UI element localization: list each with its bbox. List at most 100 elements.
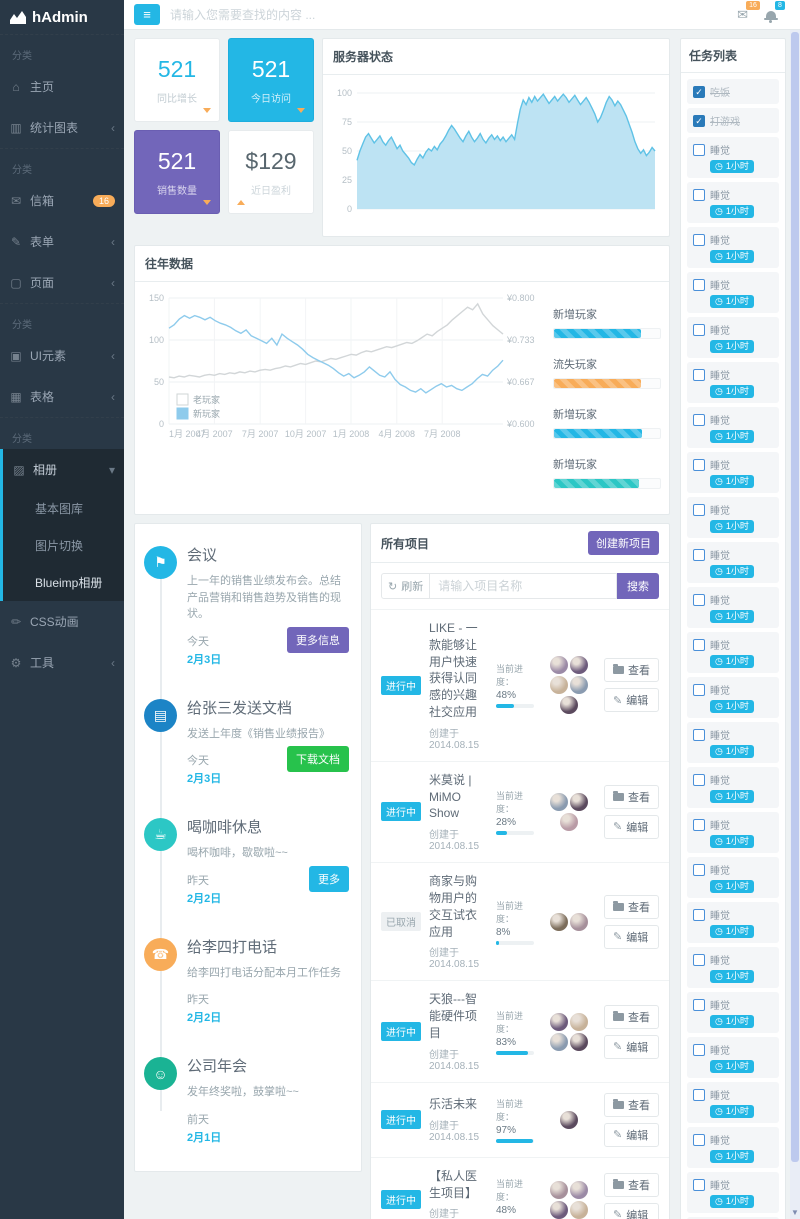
task-item-11[interactable]: 睡觉 ◷ 1小时 xyxy=(687,632,779,673)
timeline-action-button[interactable]: 下载文档 xyxy=(287,746,349,772)
project-search-input[interactable] xyxy=(430,573,617,599)
checkbox-unchecked[interactable] xyxy=(693,908,705,921)
stat-card-2[interactable]: 521 销售数量 xyxy=(134,130,220,214)
checkbox-unchecked[interactable] xyxy=(693,323,705,336)
checkbox-unchecked[interactable] xyxy=(693,233,705,246)
create-project-button[interactable]: 创建新项目 xyxy=(588,531,659,555)
sidebar-item-相册[interactable]: ▨ 相册 ▾ xyxy=(3,449,124,490)
task-item-3[interactable]: 睡觉 ◷ 1小时 xyxy=(687,272,779,313)
task-item-19[interactable]: 睡觉 ◷ 1小时 xyxy=(687,992,779,1033)
checkbox-unchecked[interactable] xyxy=(693,548,705,561)
menu-toggle-button[interactable]: ≡ xyxy=(134,4,160,25)
task-item-8[interactable]: 睡觉 ◷ 1小时 xyxy=(687,497,779,538)
checkbox-unchecked[interactable] xyxy=(693,1043,705,1056)
task-item-20[interactable]: 睡觉 ◷ 1小时 xyxy=(687,1037,779,1078)
edit-button[interactable]: ✎ 编辑 xyxy=(604,1202,659,1219)
task-item-7[interactable]: 睡觉 ◷ 1小时 xyxy=(687,452,779,493)
stat-card-0[interactable]: 521 同比增长 xyxy=(134,38,220,122)
scrollbar-down-arrow[interactable]: ▼ xyxy=(791,1208,799,1217)
stat-card-1[interactable]: 521 今日访问 xyxy=(228,38,314,122)
scrollbar-thumb[interactable] xyxy=(791,32,799,1162)
notifications-button[interactable]: 8 xyxy=(764,1,785,23)
timeline-action-button[interactable]: 更多信息 xyxy=(287,626,349,653)
sidebar-subitem-基本图库[interactable]: 基本图库 xyxy=(35,502,84,516)
checkbox-unchecked[interactable] xyxy=(693,503,705,516)
sidebar-item-主页[interactable]: ⌂ 主页 xyxy=(0,66,124,107)
task-item-6[interactable]: 睡觉 ◷ 1小时 xyxy=(687,407,779,448)
task-item-14[interactable]: 睡觉 ◷ 1小时 xyxy=(687,767,779,808)
task-item-13[interactable]: 睡觉 ◷ 1小时 xyxy=(687,722,779,763)
checkbox-unchecked[interactable] xyxy=(693,953,705,966)
view-button[interactable]: 查看 xyxy=(604,658,659,683)
task-item-15[interactable]: 睡觉 ◷ 1小时 xyxy=(687,812,779,853)
stat-card-3[interactable]: $129 近日盈利 xyxy=(228,130,314,214)
sidebar-item-信箱[interactable]: ✉ 信箱 16 xyxy=(0,180,124,221)
checkbox-unchecked[interactable] xyxy=(693,998,705,1011)
task-item-done-1[interactable]: ✓ 打游戏 xyxy=(687,108,779,133)
sidebar-subitem-Blueimp相册[interactable]: Blueimp相册 xyxy=(35,576,103,590)
sidebar-item-表格[interactable]: ▦ 表格 ‹ xyxy=(0,376,124,417)
checkbox-unchecked[interactable] xyxy=(693,1088,705,1101)
task-item-2[interactable]: 睡觉 ◷ 1小时 xyxy=(687,227,779,268)
checkbox-unchecked[interactable] xyxy=(693,143,705,156)
edit-button[interactable]: ✎ 编辑 xyxy=(604,1034,659,1059)
edit-button[interactable]: ✎ 编辑 xyxy=(604,1122,659,1147)
edit-button[interactable]: ✎ 编辑 xyxy=(604,688,659,713)
view-button[interactable]: 查看 xyxy=(604,784,659,809)
project-search-button[interactable]: 搜索 xyxy=(617,573,659,599)
vertical-scrollbar[interactable]: ▼ xyxy=(790,30,800,1219)
task-item-17[interactable]: 睡觉 ◷ 1小时 xyxy=(687,902,779,943)
view-button[interactable]: 查看 xyxy=(604,894,659,919)
checkbox-unchecked[interactable] xyxy=(693,818,705,831)
checkbox-unchecked[interactable] xyxy=(693,458,705,471)
task-item-5[interactable]: 睡觉 ◷ 1小时 xyxy=(687,362,779,403)
checkbox-unchecked[interactable] xyxy=(693,188,705,201)
checkbox-unchecked[interactable] xyxy=(693,368,705,381)
task-label: 睡觉 xyxy=(710,911,730,922)
checkbox-unchecked[interactable] xyxy=(693,1133,705,1146)
checkbox-unchecked[interactable] xyxy=(693,1178,705,1191)
task-item-22[interactable]: 睡觉 ◷ 1小时 xyxy=(687,1127,779,1168)
timeline-action-button[interactable]: 更多 xyxy=(309,865,349,892)
task-item-4[interactable]: 睡觉 ◷ 1小时 xyxy=(687,317,779,358)
sidebar-subitem-图片切换[interactable]: 图片切换 xyxy=(35,539,84,553)
task-item-18[interactable]: 睡觉 ◷ 1小时 xyxy=(687,947,779,988)
checkbox-unchecked[interactable] xyxy=(693,278,705,291)
logo[interactable]: hAdmin xyxy=(0,0,124,34)
task-item-0[interactable]: 睡觉 ◷ 1小时 xyxy=(687,137,779,178)
sidebar-item-CSS动画[interactable]: ✏ CSS动画 xyxy=(0,601,124,642)
checkbox-checked[interactable]: ✓ xyxy=(693,85,705,98)
task-duration-text: 1小时 xyxy=(725,701,749,711)
task-item-9[interactable]: 睡觉 ◷ 1小时 xyxy=(687,542,779,583)
task-item-10[interactable]: 睡觉 ◷ 1小时 xyxy=(687,587,779,628)
task-item-done-0[interactable]: ✓ 吃饭 xyxy=(687,79,779,104)
view-button[interactable]: 查看 xyxy=(604,1172,659,1197)
checkbox-unchecked[interactable] xyxy=(693,863,705,876)
global-search-input[interactable] xyxy=(170,7,728,22)
edit-button[interactable]: ✎ 编辑 xyxy=(604,814,659,839)
task-item-24[interactable]: 睡觉◷1小时 xyxy=(687,1217,779,1219)
messages-button[interactable]: ✉ 16 xyxy=(737,0,760,23)
checkbox-unchecked[interactable] xyxy=(693,638,705,651)
checkbox-checked[interactable]: ✓ xyxy=(693,114,705,127)
checkbox-unchecked[interactable] xyxy=(693,728,705,741)
checkbox-unchecked[interactable] xyxy=(693,413,705,426)
progress-group-3: 新增玩家 xyxy=(553,456,661,489)
task-item-12[interactable]: 睡觉 ◷ 1小时 xyxy=(687,677,779,718)
view-button[interactable]: 查看 xyxy=(604,1092,659,1117)
task-item-23[interactable]: 睡觉 ◷ 1小时 xyxy=(687,1172,779,1213)
checkbox-unchecked[interactable] xyxy=(693,593,705,606)
sidebar-item-表单[interactable]: ✎ 表单 ‹ xyxy=(0,221,124,262)
checkbox-unchecked[interactable] xyxy=(693,773,705,786)
sidebar-item-UI元素[interactable]: ▣ UI元素 ‹ xyxy=(0,335,124,376)
task-item-21[interactable]: 睡觉 ◷ 1小时 xyxy=(687,1082,779,1123)
sidebar-item-统计图表[interactable]: ▥ 统计图表 ‹ xyxy=(0,107,124,148)
sidebar-item-工具[interactable]: ⚙ 工具 ‹ xyxy=(0,642,124,683)
refresh-button[interactable]: ↻ 刷新 xyxy=(381,573,431,599)
task-item-1[interactable]: 睡觉 ◷ 1小时 xyxy=(687,182,779,223)
task-item-16[interactable]: 睡觉 ◷ 1小时 xyxy=(687,857,779,898)
checkbox-unchecked[interactable] xyxy=(693,683,705,696)
edit-button[interactable]: ✎ 编辑 xyxy=(604,924,659,949)
view-button[interactable]: 查看 xyxy=(604,1004,659,1029)
sidebar-item-页面[interactable]: ▢ 页面 ‹ xyxy=(0,262,124,303)
